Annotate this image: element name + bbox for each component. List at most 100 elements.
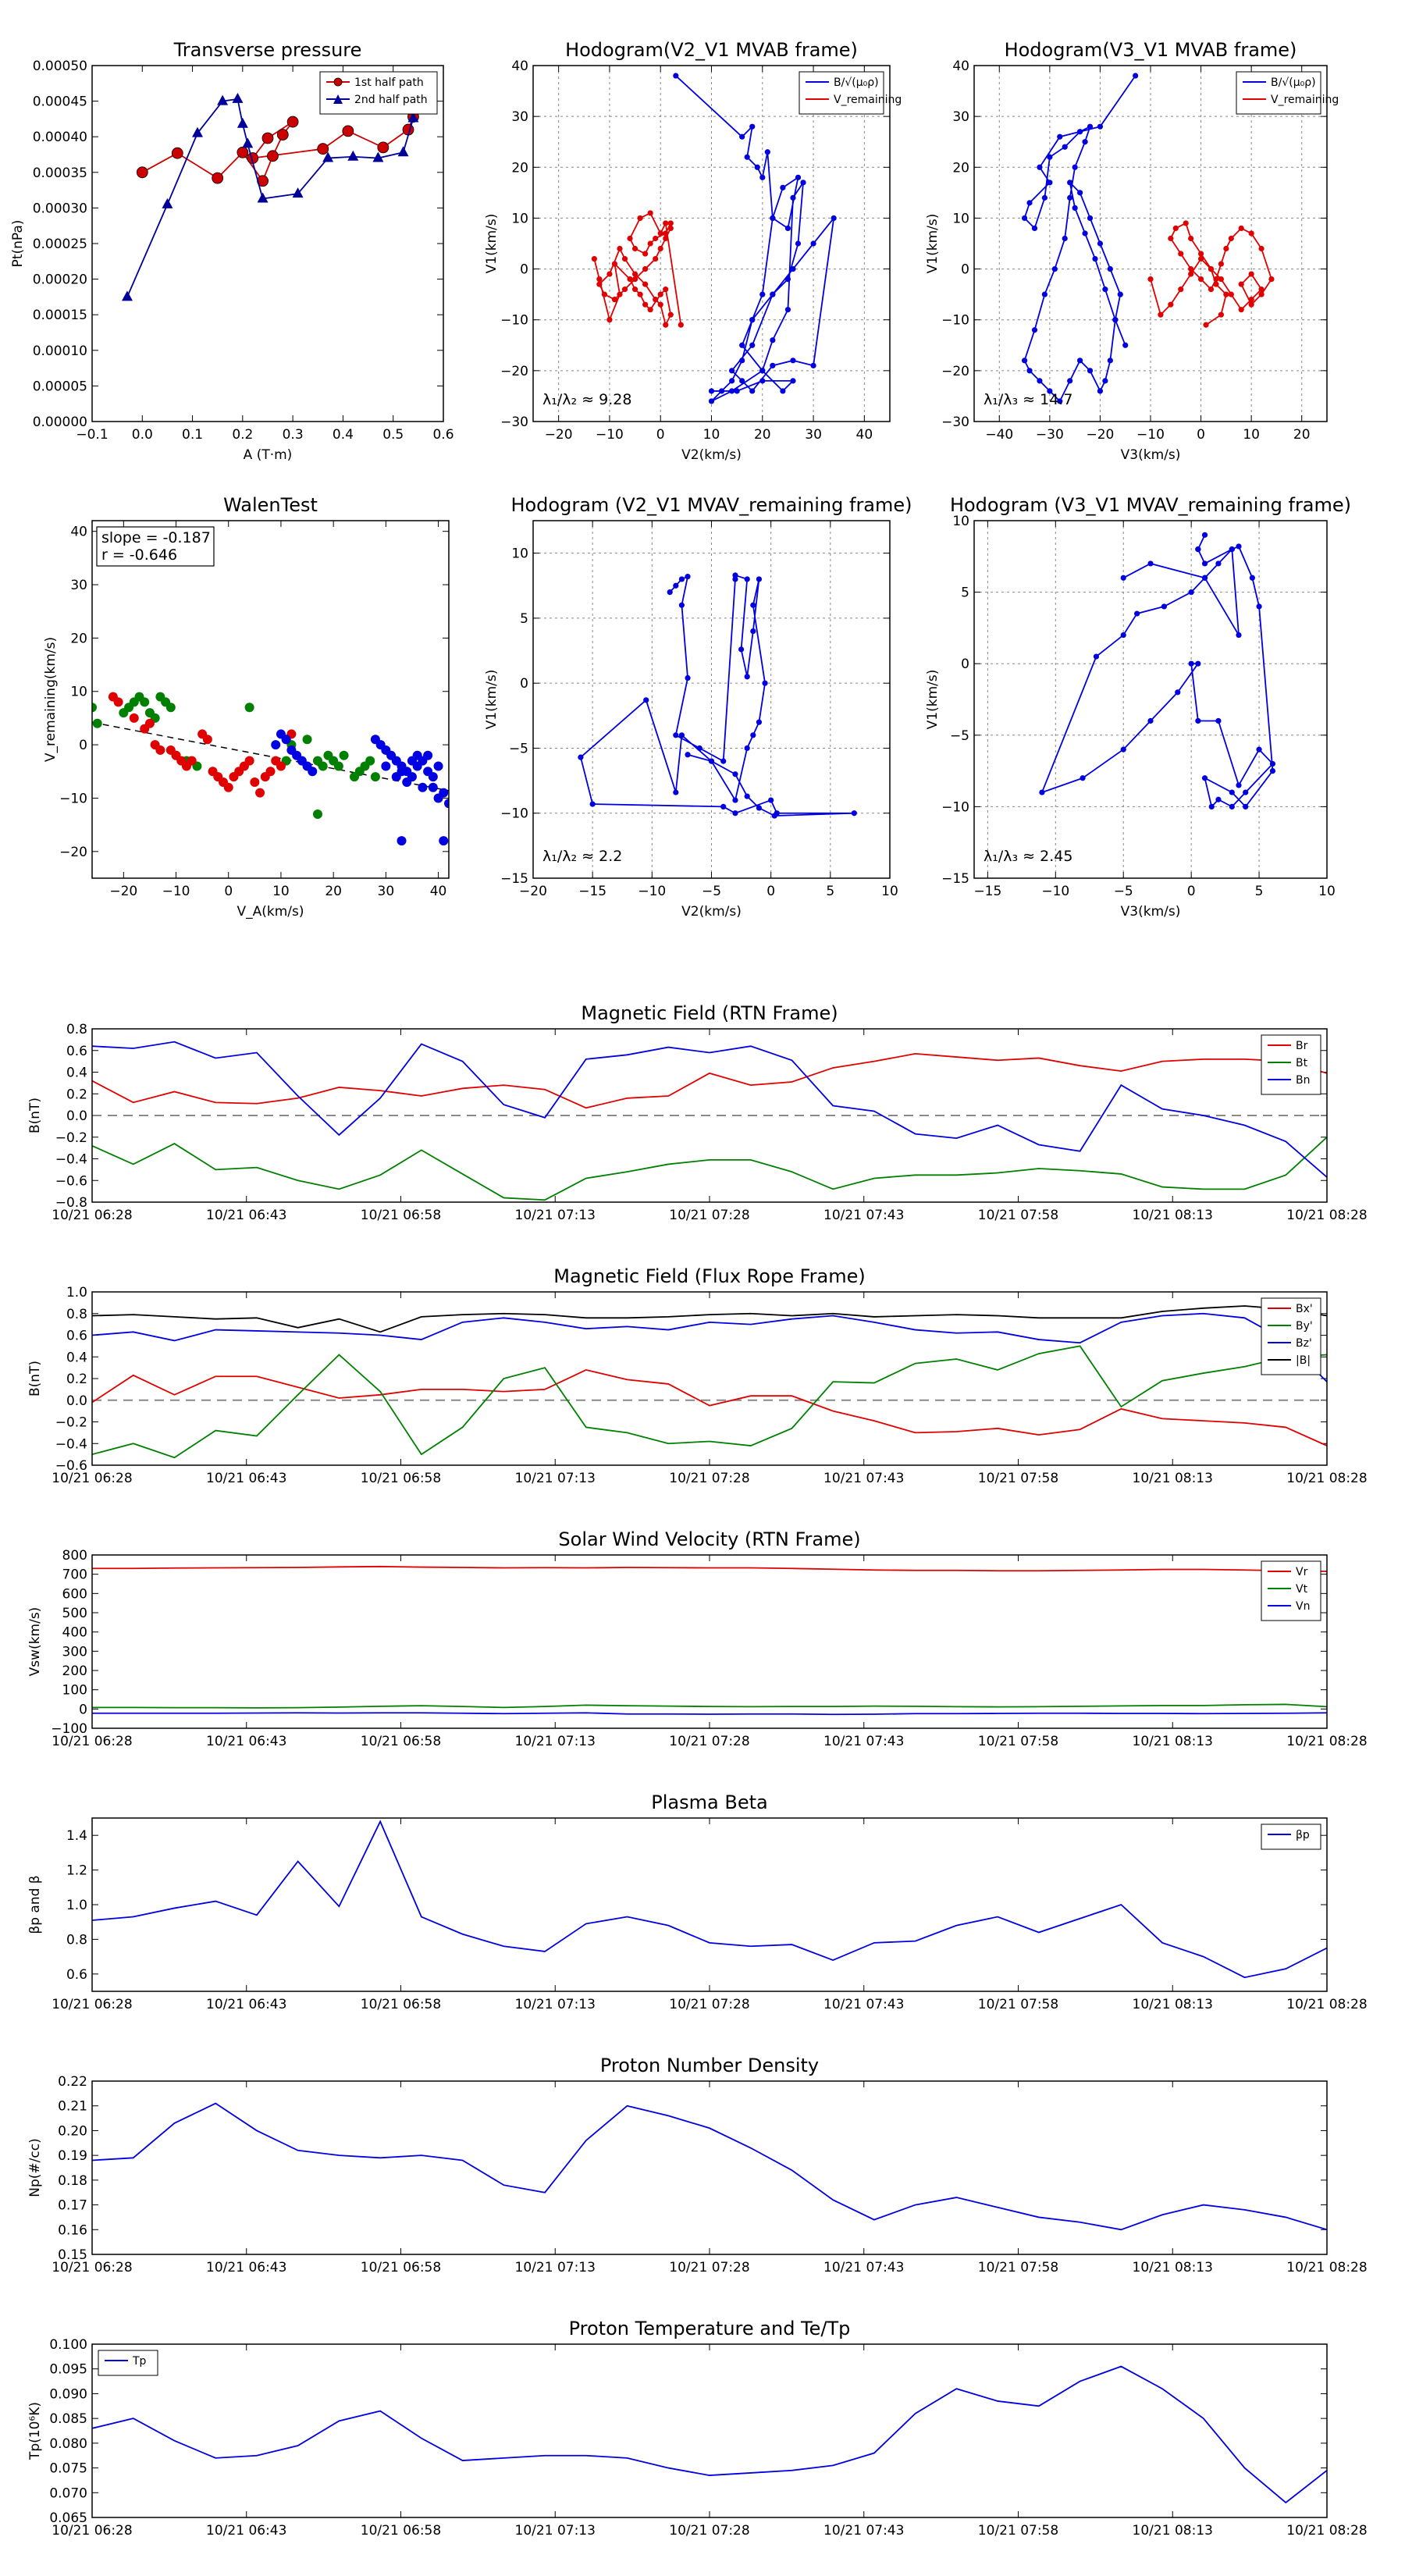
data-point <box>591 255 597 262</box>
data-point <box>678 732 685 738</box>
y-tick-label: 0.095 <box>49 2362 87 2378</box>
x-tick-label: 10/21 06:28 <box>52 1734 132 1749</box>
data-point <box>663 220 669 226</box>
y-tick-label: 5 <box>520 611 528 627</box>
data-point <box>255 788 265 798</box>
data-point <box>750 732 756 738</box>
legend-label: By' <box>1296 1320 1313 1332</box>
data-point <box>637 215 643 222</box>
y-tick-label: 0.19 <box>58 2148 87 2164</box>
data-point <box>339 750 349 760</box>
x-tick-label: 10/21 07:58 <box>978 1471 1058 1486</box>
x-tick-label: 10/21 06:43 <box>206 2523 286 2539</box>
data-point <box>1236 782 1242 788</box>
y-tick-label: 10 <box>70 685 87 700</box>
data-point <box>397 836 407 846</box>
data-point <box>800 180 806 186</box>
x-tick-label: 10/21 07:28 <box>669 2523 749 2539</box>
data-point <box>734 388 740 394</box>
data-point <box>261 132 274 144</box>
data-point <box>744 793 750 799</box>
data-point <box>720 803 727 809</box>
data-point <box>1051 265 1058 272</box>
data-point <box>1188 660 1194 667</box>
plot-area <box>591 73 837 404</box>
data-point <box>653 235 659 242</box>
data-point <box>1080 775 1086 781</box>
data-point <box>756 805 763 811</box>
data-point <box>1256 746 1262 753</box>
data-point <box>1269 768 1276 774</box>
legend-label: Bx' <box>1296 1303 1313 1315</box>
data-point <box>1201 575 1208 581</box>
x-tick-label: 10/21 08:28 <box>1286 2523 1367 2539</box>
x-tick-label: −10 <box>162 884 190 899</box>
legend-box <box>98 2350 158 2376</box>
data-point <box>1102 378 1108 384</box>
y-tick-label: −10 <box>941 799 969 815</box>
data-point <box>601 291 608 297</box>
data-point <box>1067 180 1073 186</box>
data-point <box>322 151 334 162</box>
plot-frame <box>91 65 444 422</box>
series-line <box>92 1565 1327 1572</box>
data-point <box>749 317 756 323</box>
y-axis-label: Pt(nPa) <box>10 220 26 268</box>
data-point <box>1248 271 1254 277</box>
y-tick-label: 0 <box>79 1702 87 1717</box>
y-tick-label: 0.4 <box>66 1066 87 1081</box>
y-tick-label: 0.21 <box>58 2099 87 2115</box>
annotation-text: slope = -0.187 <box>101 529 211 546</box>
y-tick-label: 40 <box>70 525 87 540</box>
series-line <box>92 1345 1327 1459</box>
data-point <box>759 378 766 384</box>
data-point <box>113 697 123 707</box>
data-point <box>1175 689 1181 696</box>
x-tick-label: 10/21 07:43 <box>823 1997 904 2012</box>
data-point <box>667 311 674 318</box>
chart-title: Hodogram(V3_V1 MVAB frame) <box>1005 39 1297 61</box>
x-tick-label: −10 <box>1041 884 1069 899</box>
data-point <box>784 307 791 313</box>
x-tick-label: 10/21 07:28 <box>669 1471 749 1486</box>
x-tick-label: −10 <box>1136 427 1165 443</box>
data-point <box>377 141 389 154</box>
y-tick-label: 0.2 <box>66 1372 87 1387</box>
data-point <box>1087 123 1094 130</box>
data-point <box>749 123 756 130</box>
legend-label: Vn <box>1296 1600 1310 1613</box>
data-point <box>617 291 623 297</box>
data-point <box>744 576 750 582</box>
y-tick-label: 0.075 <box>49 2461 87 2477</box>
data-point <box>1258 286 1264 293</box>
x-tick-label: −10 <box>638 884 666 899</box>
data-point <box>286 116 299 128</box>
x-tick-label: 30 <box>378 884 395 899</box>
y-tick-label: 0.6 <box>66 1967 87 1983</box>
x-tick-label: 10 <box>1318 884 1336 899</box>
series-line <box>92 1368 1327 1446</box>
data-point <box>1097 123 1104 130</box>
data-point <box>265 767 276 777</box>
y-tick-label: 700 <box>62 1567 87 1583</box>
y-tick-label: 5 <box>961 585 969 601</box>
x-tick-label: 10/21 06:28 <box>52 2260 132 2275</box>
data-point <box>418 782 428 792</box>
plot-area <box>122 92 419 301</box>
data-point <box>1062 144 1068 150</box>
data-point <box>276 761 286 771</box>
data-point <box>663 230 669 237</box>
y-tick-label: 0.00045 <box>33 94 87 110</box>
data-point <box>1117 291 1123 297</box>
plot-frame <box>532 520 891 879</box>
data-point <box>729 368 735 374</box>
y-tick-label: −0.2 <box>55 1415 87 1431</box>
data-point <box>281 735 291 745</box>
data-point <box>831 215 837 222</box>
legend-box <box>1261 1560 1321 1621</box>
data-point <box>439 836 449 846</box>
data-point <box>223 782 233 792</box>
x-tick-label: 10/21 07:58 <box>978 2260 1058 2275</box>
legend-label: Bz' <box>1296 1337 1312 1350</box>
data-point <box>192 126 203 137</box>
